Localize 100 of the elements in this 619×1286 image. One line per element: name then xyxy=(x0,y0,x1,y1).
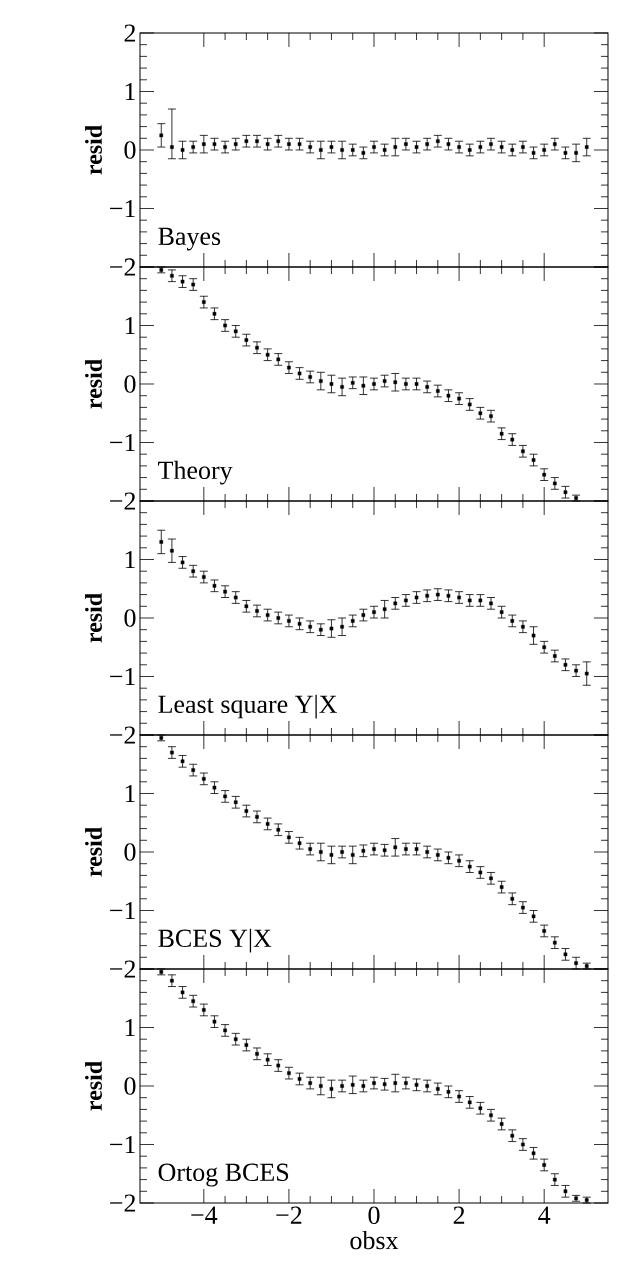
point xyxy=(542,645,546,650)
point xyxy=(372,610,376,614)
point xyxy=(393,601,398,606)
point xyxy=(489,142,493,146)
point xyxy=(265,142,270,146)
point xyxy=(212,1019,217,1024)
point xyxy=(372,382,376,386)
point xyxy=(542,929,546,933)
point xyxy=(531,914,536,919)
point xyxy=(446,1090,451,1094)
point xyxy=(499,1122,504,1126)
point xyxy=(202,777,206,781)
point xyxy=(531,1151,536,1156)
point xyxy=(404,1081,408,1085)
point xyxy=(499,431,504,436)
y-axis-title: resid xyxy=(85,1061,102,1111)
point xyxy=(191,999,195,1003)
point xyxy=(191,145,195,149)
point xyxy=(340,624,344,629)
y-tick-label: −1 xyxy=(110,901,135,920)
point xyxy=(553,481,557,486)
point xyxy=(319,379,323,383)
x-tick-label: 2 xyxy=(453,1206,465,1224)
point xyxy=(191,768,195,772)
text: Theory xyxy=(158,460,233,485)
point xyxy=(244,139,249,144)
point xyxy=(478,411,483,416)
point xyxy=(457,145,461,149)
point xyxy=(499,145,504,149)
point xyxy=(446,142,451,146)
point xyxy=(223,794,227,799)
point xyxy=(457,1094,461,1099)
point xyxy=(319,1084,323,1088)
point xyxy=(202,300,206,304)
point xyxy=(350,619,355,623)
point xyxy=(244,809,249,813)
point xyxy=(404,382,408,386)
point xyxy=(361,613,366,617)
y-tick-label: 1 xyxy=(125,1018,135,1037)
point xyxy=(382,607,387,612)
point xyxy=(170,145,174,149)
point xyxy=(425,593,429,598)
point xyxy=(297,622,302,626)
point xyxy=(563,1189,568,1194)
point xyxy=(180,279,185,284)
x-tick-label: −2 xyxy=(276,1206,302,1224)
point xyxy=(489,414,493,418)
point xyxy=(393,845,398,850)
point xyxy=(510,619,515,623)
point xyxy=(436,139,440,144)
point xyxy=(319,850,323,854)
point xyxy=(414,595,419,600)
y-tick-label: 1 xyxy=(125,784,135,803)
point xyxy=(287,365,291,370)
point xyxy=(553,1177,557,1182)
point xyxy=(233,142,238,146)
point xyxy=(244,338,249,342)
text: Least square Y|X xyxy=(158,694,337,719)
point xyxy=(223,589,227,594)
point xyxy=(159,133,164,138)
y-tick-label: 2 xyxy=(124,24,136,42)
point xyxy=(180,560,185,565)
point xyxy=(404,142,408,146)
point xyxy=(340,850,344,854)
point xyxy=(361,383,366,388)
point xyxy=(340,148,344,152)
point xyxy=(542,148,546,152)
point xyxy=(467,1100,472,1105)
x-tick-label: −4 xyxy=(191,1206,218,1224)
text: BCES Y|X xyxy=(158,928,272,953)
point xyxy=(202,575,206,579)
point xyxy=(276,357,281,362)
point xyxy=(574,961,578,965)
point xyxy=(159,540,164,544)
point xyxy=(361,849,366,853)
point xyxy=(584,145,589,149)
y-tick-label: 0 xyxy=(124,375,136,393)
point xyxy=(510,896,515,901)
point xyxy=(521,624,525,629)
point xyxy=(180,990,185,995)
point xyxy=(170,273,174,278)
point xyxy=(425,850,429,854)
y-tick-label: 0 xyxy=(124,843,136,861)
y-axis-title: resid xyxy=(85,593,102,643)
y-tick-label: −2 xyxy=(110,492,136,510)
point xyxy=(436,853,440,857)
point xyxy=(563,151,568,155)
point xyxy=(170,978,174,983)
y-axis-title: resid xyxy=(85,359,102,409)
point xyxy=(255,139,259,144)
point xyxy=(297,841,302,846)
y-tick-label: 0 xyxy=(124,1077,136,1095)
point xyxy=(340,1084,344,1088)
point xyxy=(521,905,525,910)
point xyxy=(276,1063,281,1068)
point xyxy=(212,584,217,588)
point xyxy=(436,1087,440,1091)
point xyxy=(287,1071,291,1075)
point xyxy=(265,1057,270,1062)
y-axis-title: resid xyxy=(85,125,102,175)
